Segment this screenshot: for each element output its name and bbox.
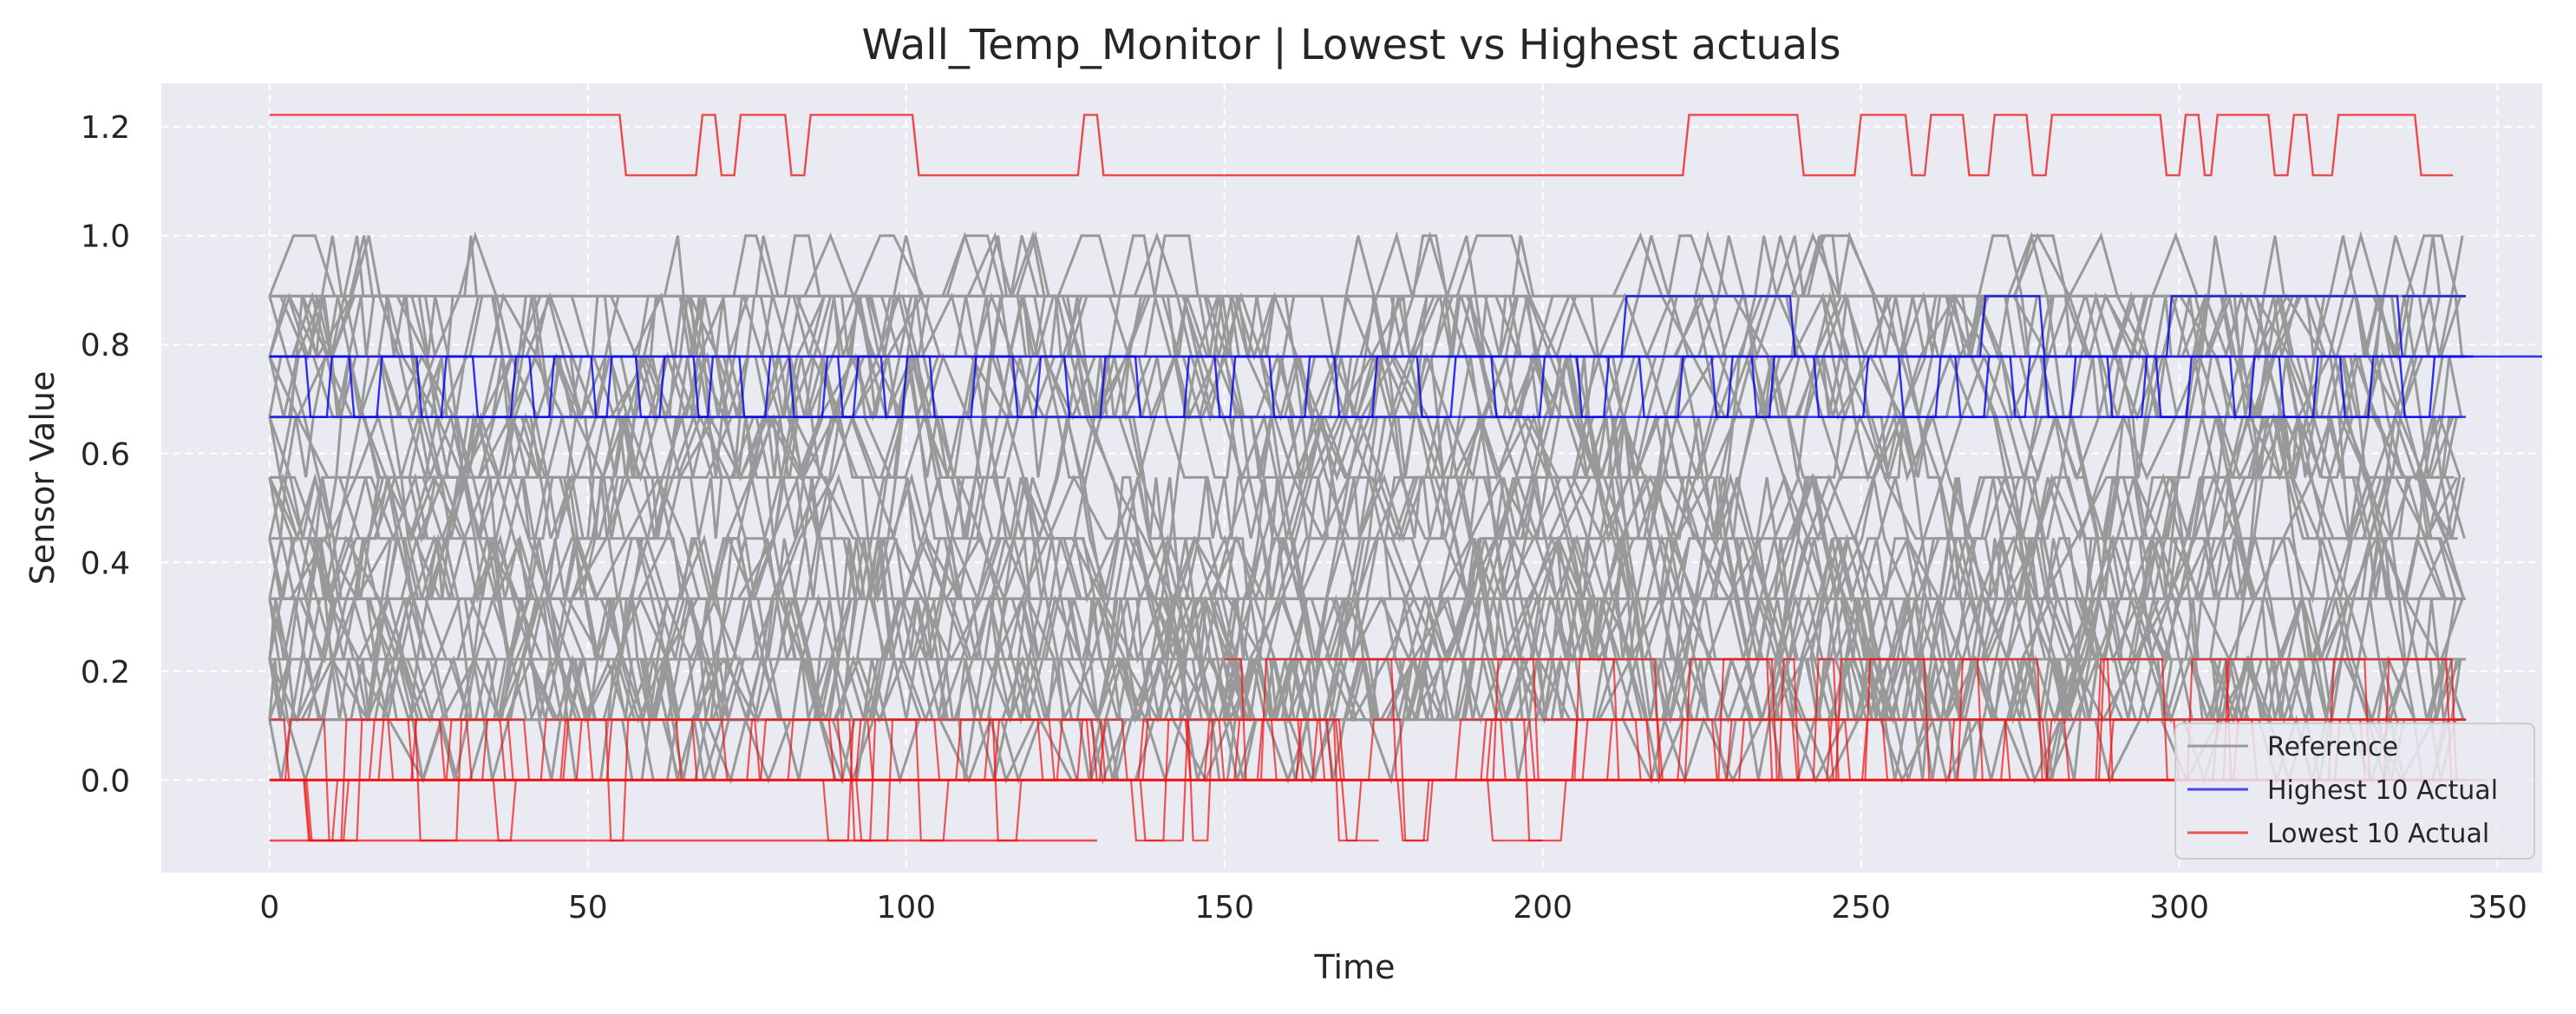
lowest-line: [269, 718, 1749, 842]
y-tick-label: 0.0: [81, 763, 130, 799]
x-tick-label: 0: [259, 890, 279, 926]
reference-line: [269, 232, 2459, 723]
highest-series: [269, 295, 2542, 418]
legend: Reference Highest 10 Actual Lowest 10 Ac…: [2174, 723, 2535, 860]
lowest-series: [269, 114, 2488, 842]
x-tick-label: 300: [2149, 890, 2209, 926]
legend-label-reference: Reference: [2267, 732, 2398, 762]
reference-line: [268, 231, 2446, 724]
legend-label-lowest: Lowest 10 Actual: [2267, 819, 2489, 849]
y-tick-label: 1.0: [81, 219, 130, 255]
x-axis-title: Time: [1314, 948, 1396, 986]
legend-label-highest: Highest 10 Actual: [2267, 775, 2498, 806]
x-tick-label: 100: [876, 890, 936, 926]
lowest-line: [1288, 718, 2488, 782]
x-tick-label: 350: [2468, 890, 2527, 926]
highest-line: [1447, 295, 2542, 358]
reference-line: [268, 234, 2458, 782]
x-tick-label: 50: [568, 890, 608, 926]
y-tick-label: 0.4: [81, 546, 130, 581]
y-axis-title: Sensor Value: [23, 371, 62, 586]
lowest-line: [269, 718, 1544, 842]
y-tick-label: 1.2: [81, 110, 130, 146]
x-tick-label: 200: [1513, 890, 1572, 926]
lowest-line-top: [269, 114, 2454, 177]
x-tick-labels: 0 50 100 150 200 250 300 350: [259, 890, 2527, 926]
chart-title: Wall_Temp_Monitor | Lowest vs Highest ac…: [861, 21, 1840, 69]
y-tick-label: 0.8: [81, 328, 130, 363]
x-tick-label: 250: [1831, 890, 1891, 926]
x-tick-label: 150: [1194, 890, 1254, 926]
y-tick-labels: 0.0 0.2 0.4 0.6 0.8 1.0 1.2: [81, 110, 130, 799]
legend-box: [2174, 723, 2535, 860]
y-tick-label: 0.2: [81, 655, 130, 690]
lowest-line: [1351, 657, 2468, 782]
reference-line: [268, 231, 2466, 785]
y-tick-label: 0.6: [81, 437, 130, 473]
